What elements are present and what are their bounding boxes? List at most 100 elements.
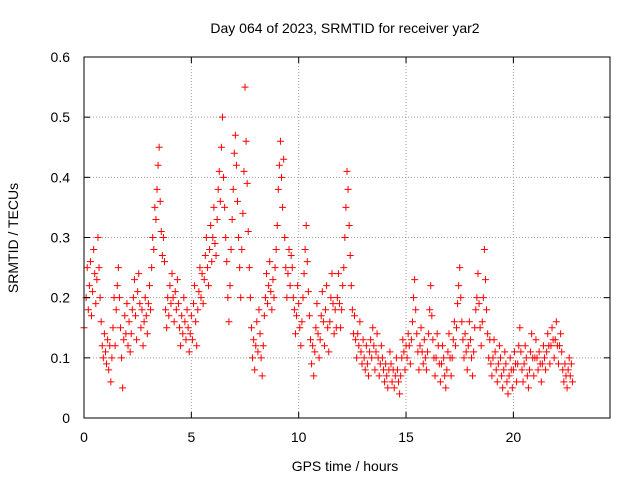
data-point (481, 276, 489, 284)
data-point (287, 252, 295, 260)
data-point (115, 294, 123, 302)
data-point (493, 378, 501, 386)
data-point (197, 294, 205, 302)
data-point (202, 234, 210, 241)
data-point (515, 342, 523, 350)
data-point (229, 185, 237, 193)
data-point (279, 203, 287, 211)
axis-tick-labels: 0 5 10 15 20 0 0.1 0.2 0.3 0.4 0.5 0.6 (51, 49, 522, 445)
data-point (290, 306, 298, 314)
data-point (302, 221, 310, 229)
data-point (276, 137, 284, 145)
y-tick-label: 0.2 (51, 290, 71, 306)
data-point (498, 372, 506, 380)
data-point (275, 161, 283, 169)
data-point (440, 354, 448, 362)
data-point (183, 306, 191, 314)
data-point (484, 330, 492, 338)
data-point (271, 264, 279, 272)
data-point (149, 234, 157, 241)
data-point (410, 294, 418, 302)
data-point (307, 336, 315, 344)
data-point (155, 143, 163, 151)
data-point (411, 276, 419, 284)
data-point (357, 348, 365, 356)
data-point (416, 342, 424, 350)
data-point (114, 264, 122, 272)
data-point (134, 288, 142, 296)
y-tick-label: 0.6 (51, 49, 71, 65)
data-point (546, 360, 554, 368)
data-point (144, 300, 152, 308)
data-point (501, 348, 509, 356)
data-point (299, 294, 307, 302)
data-point (107, 378, 115, 386)
data-point (139, 342, 147, 350)
data-point (207, 221, 215, 229)
data-point (157, 227, 165, 235)
data-point (483, 306, 491, 314)
data-point (517, 348, 525, 356)
data-point (249, 354, 257, 362)
data-point (337, 324, 345, 332)
data-point (475, 300, 483, 308)
data-point (184, 324, 192, 332)
data-point (217, 143, 225, 151)
data-point (457, 294, 465, 302)
data-point (500, 366, 508, 374)
data-point (431, 372, 439, 380)
data-point (552, 318, 560, 326)
data-point (220, 173, 228, 181)
data-point (366, 348, 374, 356)
data-point (323, 282, 331, 290)
data-point (237, 294, 245, 302)
data-point (262, 270, 270, 278)
data-point (313, 300, 321, 308)
data-point (129, 294, 137, 302)
data-point (355, 342, 363, 350)
data-point (156, 197, 164, 205)
data-point (296, 324, 304, 332)
data-point (83, 264, 91, 272)
data-point (474, 270, 482, 278)
data-point (288, 264, 296, 272)
data-point (225, 318, 233, 326)
data-point (176, 324, 184, 332)
data-point (96, 294, 104, 302)
data-point (172, 306, 180, 314)
data-point (281, 234, 289, 241)
data-point (369, 324, 377, 332)
data-point (551, 336, 559, 344)
data-point (104, 336, 112, 344)
data-point (347, 282, 355, 290)
data-point (478, 318, 486, 326)
data-point (186, 330, 194, 338)
data-point (363, 360, 371, 368)
data-point (326, 318, 334, 326)
data-point (138, 306, 146, 314)
x-tick-label: 15 (398, 429, 414, 445)
data-point (373, 330, 381, 338)
data-point (289, 294, 297, 302)
data-point (499, 384, 507, 392)
data-point (200, 276, 208, 284)
data-point (246, 294, 254, 302)
data-point (143, 330, 151, 338)
data-point (339, 282, 347, 290)
data-point (265, 282, 273, 290)
data-point (163, 324, 171, 332)
data-point (541, 354, 549, 362)
data-point (278, 173, 286, 181)
data-point (310, 372, 318, 380)
data-point (191, 282, 199, 290)
x-tick-label: 20 (506, 429, 522, 445)
data-point (417, 324, 425, 332)
data-point (371, 366, 379, 374)
data-point (254, 348, 262, 356)
data-point (112, 306, 120, 314)
data-point (368, 354, 376, 362)
data-point (199, 300, 207, 308)
data-point (234, 197, 242, 205)
data-point (291, 330, 299, 338)
data-point (208, 258, 216, 266)
